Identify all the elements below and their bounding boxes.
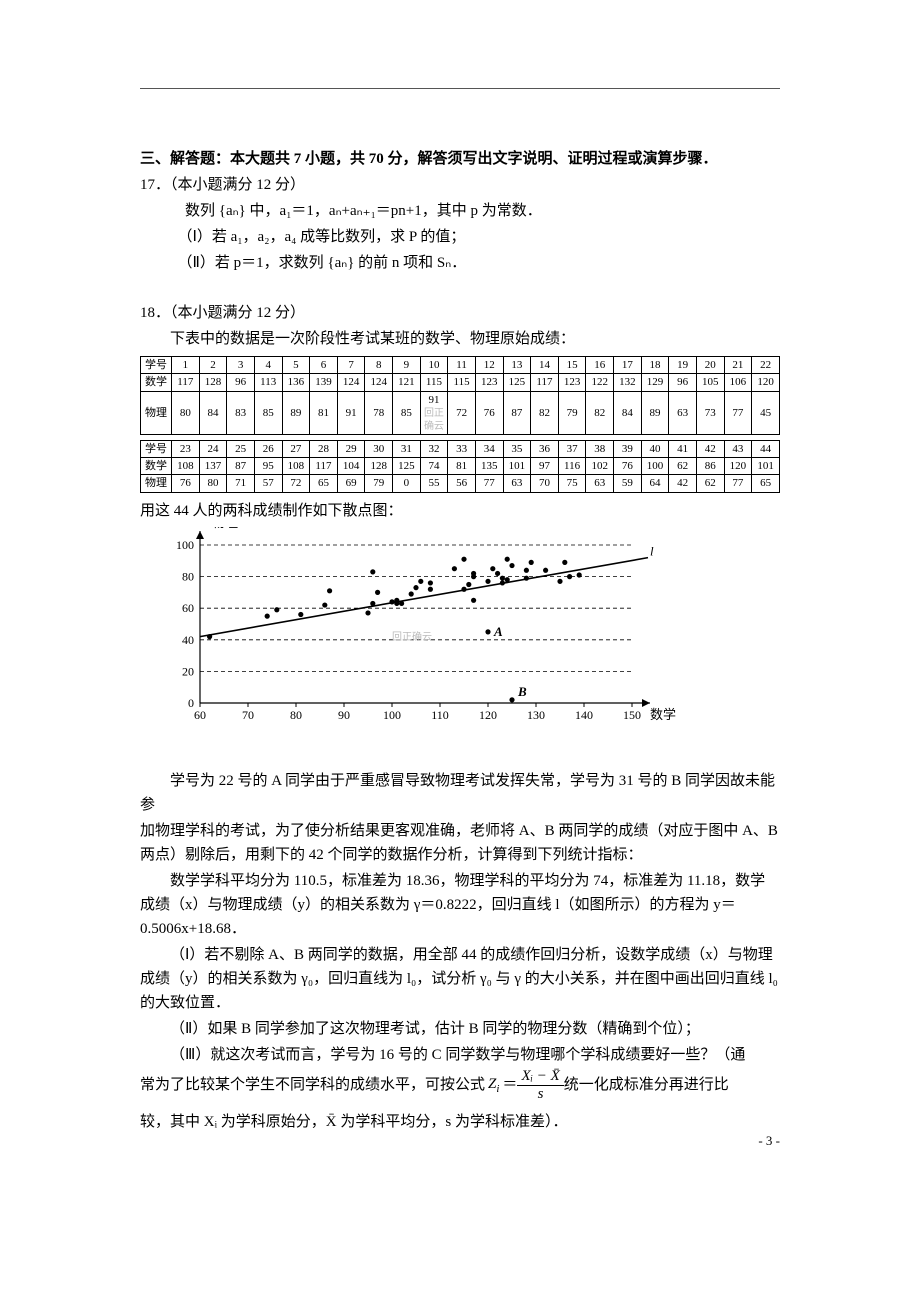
q18-intro: 下表中的数据是一次阶段性考试某班的数学、物理原始成绩： — [140, 327, 780, 351]
svg-text:120: 120 — [479, 708, 497, 722]
svg-text:60: 60 — [194, 708, 206, 722]
chart-caption: 用这 44 人的两科成绩制作如下散点图： — [140, 499, 780, 523]
svg-text:100: 100 — [176, 538, 194, 552]
svg-text:40: 40 — [182, 633, 194, 647]
svg-text:l: l — [650, 543, 654, 558]
q18-part3c: 统一化成标准分再进行比 — [564, 1073, 729, 1097]
section-heading: 三、解答题：本大题共 7 小题，共 70 分，解答须写出文字说明、证明过程或演算… — [140, 147, 780, 171]
formula-Zi: Zi — [488, 1072, 499, 1099]
top-rule — [140, 88, 780, 89]
scores-table-bottom: 学号23242526272829303132333435363738394041… — [140, 440, 780, 493]
svg-text:90: 90 — [338, 708, 350, 722]
svg-text:110: 110 — [431, 708, 449, 722]
svg-text:150: 150 — [623, 708, 641, 722]
svg-text:0: 0 — [188, 696, 194, 710]
q18-part3b: 常为了比较某个学生不同学科的成绩水平，可按公式 — [140, 1073, 485, 1097]
scores-table-top: 学号12345678910111213141516171819202122数学1… — [140, 356, 780, 435]
q18-para7: 较，其中 Xᵢ 为学科原始分，X̄ 为学科平均分，s 为学科标准差）． — [140, 1110, 780, 1134]
q18-part1: （Ⅰ）若不剔除 A、B 两同学的数据，用全部 44 的成绩作回归分析，设数学成绩… — [140, 943, 780, 1015]
page-number: - 3 - — [758, 1131, 780, 1152]
q18-para1: 学号为 22 号的 A 同学由于严重感冒导致物理考试发挥失常，学号为 31 号的… — [140, 769, 780, 817]
svg-text:60: 60 — [182, 601, 194, 615]
svg-text:A: A — [493, 624, 503, 639]
q17-part2: （Ⅱ）若 p＝1，求数列 {aₙ} 的前 n 项和 Sₙ． — [140, 251, 780, 275]
svg-text:130: 130 — [527, 708, 545, 722]
svg-text:70: 70 — [242, 708, 254, 722]
q18-part2: （Ⅱ）如果 B 同学参加了这次物理考试，估计 B 同学的物理分数（精确到个位）； — [140, 1017, 780, 1041]
svg-text:100: 100 — [383, 708, 401, 722]
formula-frac: Xᵢ − X̄ s — [517, 1069, 563, 1102]
scatter-chart: 60 70 80 90 100 110 120 130 140 150 0 20 40 60 80 100 物理… — [160, 527, 780, 765]
formula-eq: ＝ — [502, 1073, 517, 1097]
svg-text:20: 20 — [182, 664, 194, 678]
svg-text:物理: 物理 — [212, 527, 238, 530]
q18-para3: 数学学科平均分为 110.5，标准差为 18.36，物理学科的平均分为 74，标… — [140, 869, 780, 941]
q18-part3-formula-line: 常为了比较某个学生不同学科的成绩水平，可按公式 Zi ＝ Xᵢ − X̄ s 统… — [140, 1069, 780, 1102]
q18-number: 18．（本小题满分 12 分） — [140, 301, 780, 325]
svg-text:回正确云: 回正确云 — [392, 630, 432, 643]
svg-text:B: B — [517, 684, 527, 699]
q17-stem: 数列 {aₙ} 中，a₁＝1，aₙ+aₙ₊₁＝pn+1，其中 p 为常数． — [140, 199, 780, 223]
q17-number: 17．（本小题满分 12 分） — [140, 173, 780, 197]
q17-part1: （Ⅰ）若 a₁，a₂，a₄ 成等比数列，求 P 的值； — [140, 225, 780, 249]
svg-text:数学: 数学 — [650, 707, 676, 722]
q18-para2: 加物理学科的考试，为了使分析结果更客观准确，老师将 A、B 两同学的成绩（对应于… — [140, 819, 780, 867]
svg-text:80: 80 — [290, 708, 302, 722]
svg-text:140: 140 — [575, 708, 593, 722]
svg-text:80: 80 — [182, 569, 194, 583]
page: 三、解答题：本大题共 7 小题，共 70 分，解答须写出文字说明、证明过程或演算… — [0, 0, 920, 1186]
q18-part3a: （Ⅲ）就这次考试而言，学号为 16 号的 C 同学数学与物理哪个学科成绩要好一些… — [140, 1043, 780, 1067]
